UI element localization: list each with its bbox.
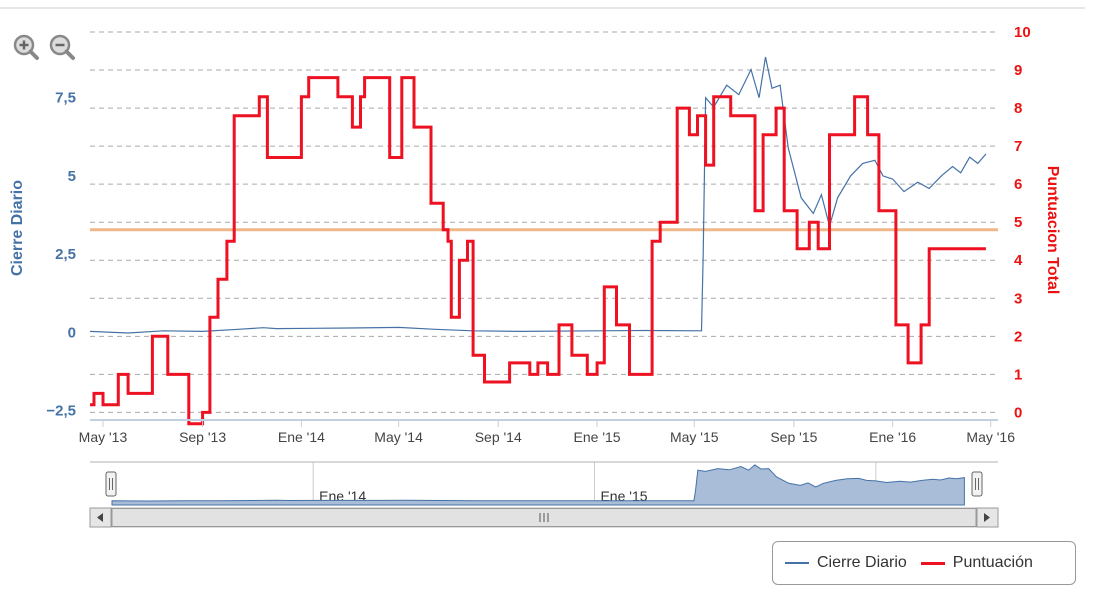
- zoom-in-button[interactable]: [13, 34, 39, 60]
- x-tick-label: Sep '14: [475, 429, 522, 445]
- navigator-area: [111, 464, 965, 506]
- line-puntuacion: [90, 76, 986, 426]
- y-right-tick-label: 10: [1014, 24, 1031, 41]
- x-tick-label: Sep '15: [770, 429, 817, 445]
- navigator-right-handle[interactable]: [971, 471, 983, 497]
- y-right-tick-label: 0: [1014, 404, 1022, 421]
- y-left-tick-label: 5: [68, 168, 76, 185]
- x-tick-label: Ene '15: [574, 429, 621, 445]
- y-right-tick-label: 2: [1014, 328, 1022, 345]
- x-tick-label: Ene '16: [869, 429, 916, 445]
- legend-swatch-red: [920, 561, 945, 565]
- y-right-tick-label: 1: [1014, 366, 1022, 383]
- y-right-axis-title: Puntuacion Total: [1044, 166, 1061, 295]
- y-left-tick-label: 2,5: [55, 246, 76, 263]
- y-left-ticks: −2,5 0 2,5 5 7,5: [46, 90, 76, 420]
- legend-item-cierre-diario[interactable]: Cierre Diario: [785, 554, 907, 572]
- y-right-tick-label: 3: [1014, 290, 1022, 307]
- zoom-out-button[interactable]: [49, 34, 75, 60]
- y-right-tick-label: 9: [1014, 62, 1022, 79]
- y-right-tick-label: 6: [1014, 176, 1022, 193]
- handle-body: [105, 471, 117, 497]
- y-left-tick-label: 7,5: [55, 90, 76, 107]
- y-right-tick-label: 8: [1014, 100, 1022, 117]
- legend-item-puntuacion[interactable]: Puntuación: [920, 554, 1033, 572]
- y-right-tick-label: 5: [1014, 214, 1022, 231]
- series-puntuacion: [90, 76, 986, 426]
- navigator-label: Ene '15: [600, 488, 647, 504]
- series-cierre-diario: [89, 56, 987, 334]
- legend: Cierre Diario Puntuación: [772, 541, 1076, 585]
- arrow-right-icon: [984, 513, 990, 522]
- y-left-axis-title: Cierre Diario: [9, 180, 26, 276]
- x-tick-label: May '14: [374, 429, 423, 445]
- line-cierre-diario: [89, 56, 987, 334]
- x-tick-label: May '13: [79, 429, 128, 445]
- x-tick-label: Ene '14: [278, 429, 325, 445]
- navigator-left-handle[interactable]: [105, 471, 117, 497]
- y-left-tick-label: −2,5: [46, 403, 76, 420]
- legend-label: Cierre Diario: [817, 554, 907, 571]
- x-ticks: May '13 Sep '13 Ene '14 May '14 Sep '14 Ene '…: [79, 420, 1015, 445]
- legend-label: Puntuación: [952, 554, 1033, 571]
- x-tick-label: May '15: [670, 429, 719, 445]
- gridlines: [90, 31, 998, 413]
- x-tick-label: May '16: [966, 429, 1015, 445]
- arrow-left-icon: [97, 513, 103, 522]
- y-right-tick-label: 7: [1014, 138, 1022, 155]
- x-tick-label: Sep '13: [179, 429, 226, 445]
- scrollbar[interactable]: [89, 507, 999, 528]
- y-left-tick-label: 0: [68, 324, 76, 341]
- legend-swatch-blue: [785, 562, 809, 564]
- handle-body: [971, 471, 983, 497]
- y-right-tick-label: 4: [1014, 252, 1023, 269]
- y-right-ticks: 0 1 2 3 4 5 6 7 8 9 10: [1014, 24, 1031, 421]
